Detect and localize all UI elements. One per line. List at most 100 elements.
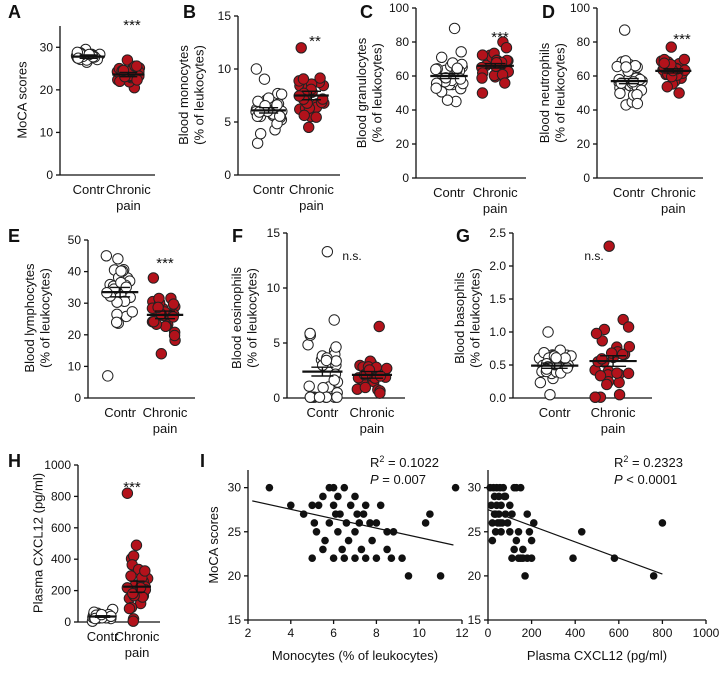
y-tick-label: 15 bbox=[228, 613, 242, 627]
y-tick-label: 20 bbox=[228, 569, 242, 583]
p-stat: P < 0.0001 bbox=[614, 472, 677, 487]
pain-point bbox=[297, 73, 310, 85]
scatter-point bbox=[325, 519, 334, 527]
pain-point bbox=[298, 109, 310, 122]
control-point bbox=[304, 327, 316, 340]
scatter-point bbox=[265, 483, 274, 492]
control-point bbox=[250, 63, 263, 75]
y-axis-label-line: Blood lymphocytes bbox=[22, 263, 37, 373]
scatter-point bbox=[525, 527, 534, 536]
scatter-point bbox=[521, 572, 529, 580]
pain-point bbox=[139, 565, 151, 577]
y-tick-label: 2.5 bbox=[489, 226, 506, 240]
y-axis-label-line: Blood eosinophils bbox=[229, 267, 244, 369]
group-label: Chronic bbox=[591, 405, 636, 420]
y-axis-label-line: (% of leukocytes) bbox=[468, 268, 483, 368]
pain-point bbox=[167, 311, 179, 323]
panel-label: A bbox=[8, 2, 21, 22]
scatter-point bbox=[344, 536, 353, 545]
scatter-point bbox=[491, 510, 500, 518]
scatter-point bbox=[503, 519, 512, 527]
x-tick-label: 400 bbox=[565, 626, 585, 640]
y-axis-label: Blood eosinophils(% of leukocytes) bbox=[229, 267, 260, 369]
y-tick-label: 5 bbox=[224, 115, 231, 129]
group-label: Chronic bbox=[350, 405, 395, 420]
pain-point bbox=[476, 72, 488, 84]
y-tick-label: 0 bbox=[64, 615, 71, 629]
scatter-point bbox=[321, 536, 329, 545]
x-tick-label: 600 bbox=[609, 626, 629, 640]
group-label: Chronic bbox=[115, 629, 160, 644]
scatter-point bbox=[496, 519, 504, 527]
scatter-point bbox=[319, 545, 327, 554]
y-tick-label: 15 bbox=[267, 226, 281, 240]
control-point bbox=[629, 60, 642, 72]
pain-point bbox=[622, 367, 635, 380]
scatter-point bbox=[508, 554, 516, 563]
y-axis-label-line: (% of leukocytes) bbox=[38, 268, 53, 368]
y-axis-label-line: Blood monocytes bbox=[176, 45, 191, 145]
scatter-point bbox=[329, 501, 338, 510]
scatter-point bbox=[527, 536, 536, 545]
scatter-point bbox=[658, 519, 667, 527]
y-tick-label: 80 bbox=[577, 35, 591, 49]
control-point bbox=[112, 253, 124, 265]
scatter-point bbox=[334, 492, 342, 501]
control-point bbox=[451, 62, 464, 74]
pain-point bbox=[499, 77, 511, 89]
x-tick-label: 1000 bbox=[693, 626, 720, 640]
y-tick-label: 10 bbox=[218, 62, 232, 76]
y-tick-label: 40 bbox=[577, 103, 591, 117]
pain-point bbox=[500, 42, 513, 54]
control-point bbox=[441, 94, 454, 106]
x-tick-label: 10 bbox=[413, 626, 427, 640]
pain-point bbox=[594, 370, 607, 382]
group-label: Contr bbox=[613, 185, 645, 200]
scatter-point bbox=[299, 510, 308, 518]
scatter-point bbox=[340, 554, 349, 563]
panel-label: I bbox=[200, 451, 205, 471]
control-point bbox=[126, 306, 138, 318]
p-stat: P = 0.007 bbox=[370, 472, 426, 487]
pain-point bbox=[589, 391, 601, 403]
p-value: = 0.007 bbox=[379, 472, 426, 487]
x-tick-label: 4 bbox=[287, 626, 294, 640]
scatter-point bbox=[488, 536, 497, 545]
y-tick-label: 5 bbox=[273, 336, 280, 350]
panel-label: D bbox=[542, 2, 555, 22]
group-label: Chronic bbox=[106, 182, 151, 197]
scatter-point bbox=[387, 554, 396, 563]
group-label: Contr bbox=[433, 185, 465, 200]
x-axis-label: Plasma CXCL12 (pg/ml) bbox=[527, 648, 667, 663]
y-tick-label: 1.5 bbox=[489, 292, 506, 306]
x-tick-label: 6 bbox=[330, 626, 337, 640]
scatter-point bbox=[487, 501, 496, 510]
y-tick-label: 60 bbox=[396, 69, 410, 83]
control-point bbox=[110, 316, 123, 328]
pain-point bbox=[665, 41, 677, 53]
panel-label: E bbox=[8, 226, 20, 246]
y-tick-label: 25 bbox=[468, 525, 482, 539]
scatter-point bbox=[338, 545, 346, 554]
group-label: pain bbox=[153, 421, 178, 436]
y-tick-label: 10 bbox=[267, 281, 281, 295]
pain-point bbox=[152, 301, 164, 314]
scatter-point bbox=[512, 483, 521, 492]
y-axis-label: MoCA scores bbox=[206, 506, 221, 584]
y-tick-label: 30 bbox=[468, 481, 482, 495]
pain-point bbox=[127, 587, 139, 600]
scatter-point bbox=[340, 483, 349, 492]
pain-point bbox=[613, 389, 626, 401]
x-axis-label: Monocytes (% of leukocytes) bbox=[272, 648, 438, 663]
p-value: < 0.0001 bbox=[623, 472, 678, 487]
pain-point bbox=[613, 376, 625, 389]
scatter-point bbox=[287, 501, 295, 510]
y-tick-label: 20 bbox=[577, 137, 591, 151]
group-label: Chronic bbox=[289, 182, 334, 197]
pain-point bbox=[476, 49, 489, 61]
pain-point bbox=[603, 240, 615, 252]
panel-F: 0 5 10 15 F Blood eosinophils(% of leukocytes… bbox=[229, 226, 405, 436]
significance-label: n.s. bbox=[342, 249, 361, 263]
y-tick-label: 20 bbox=[68, 328, 82, 342]
x-tick-label: 0 bbox=[485, 626, 492, 640]
